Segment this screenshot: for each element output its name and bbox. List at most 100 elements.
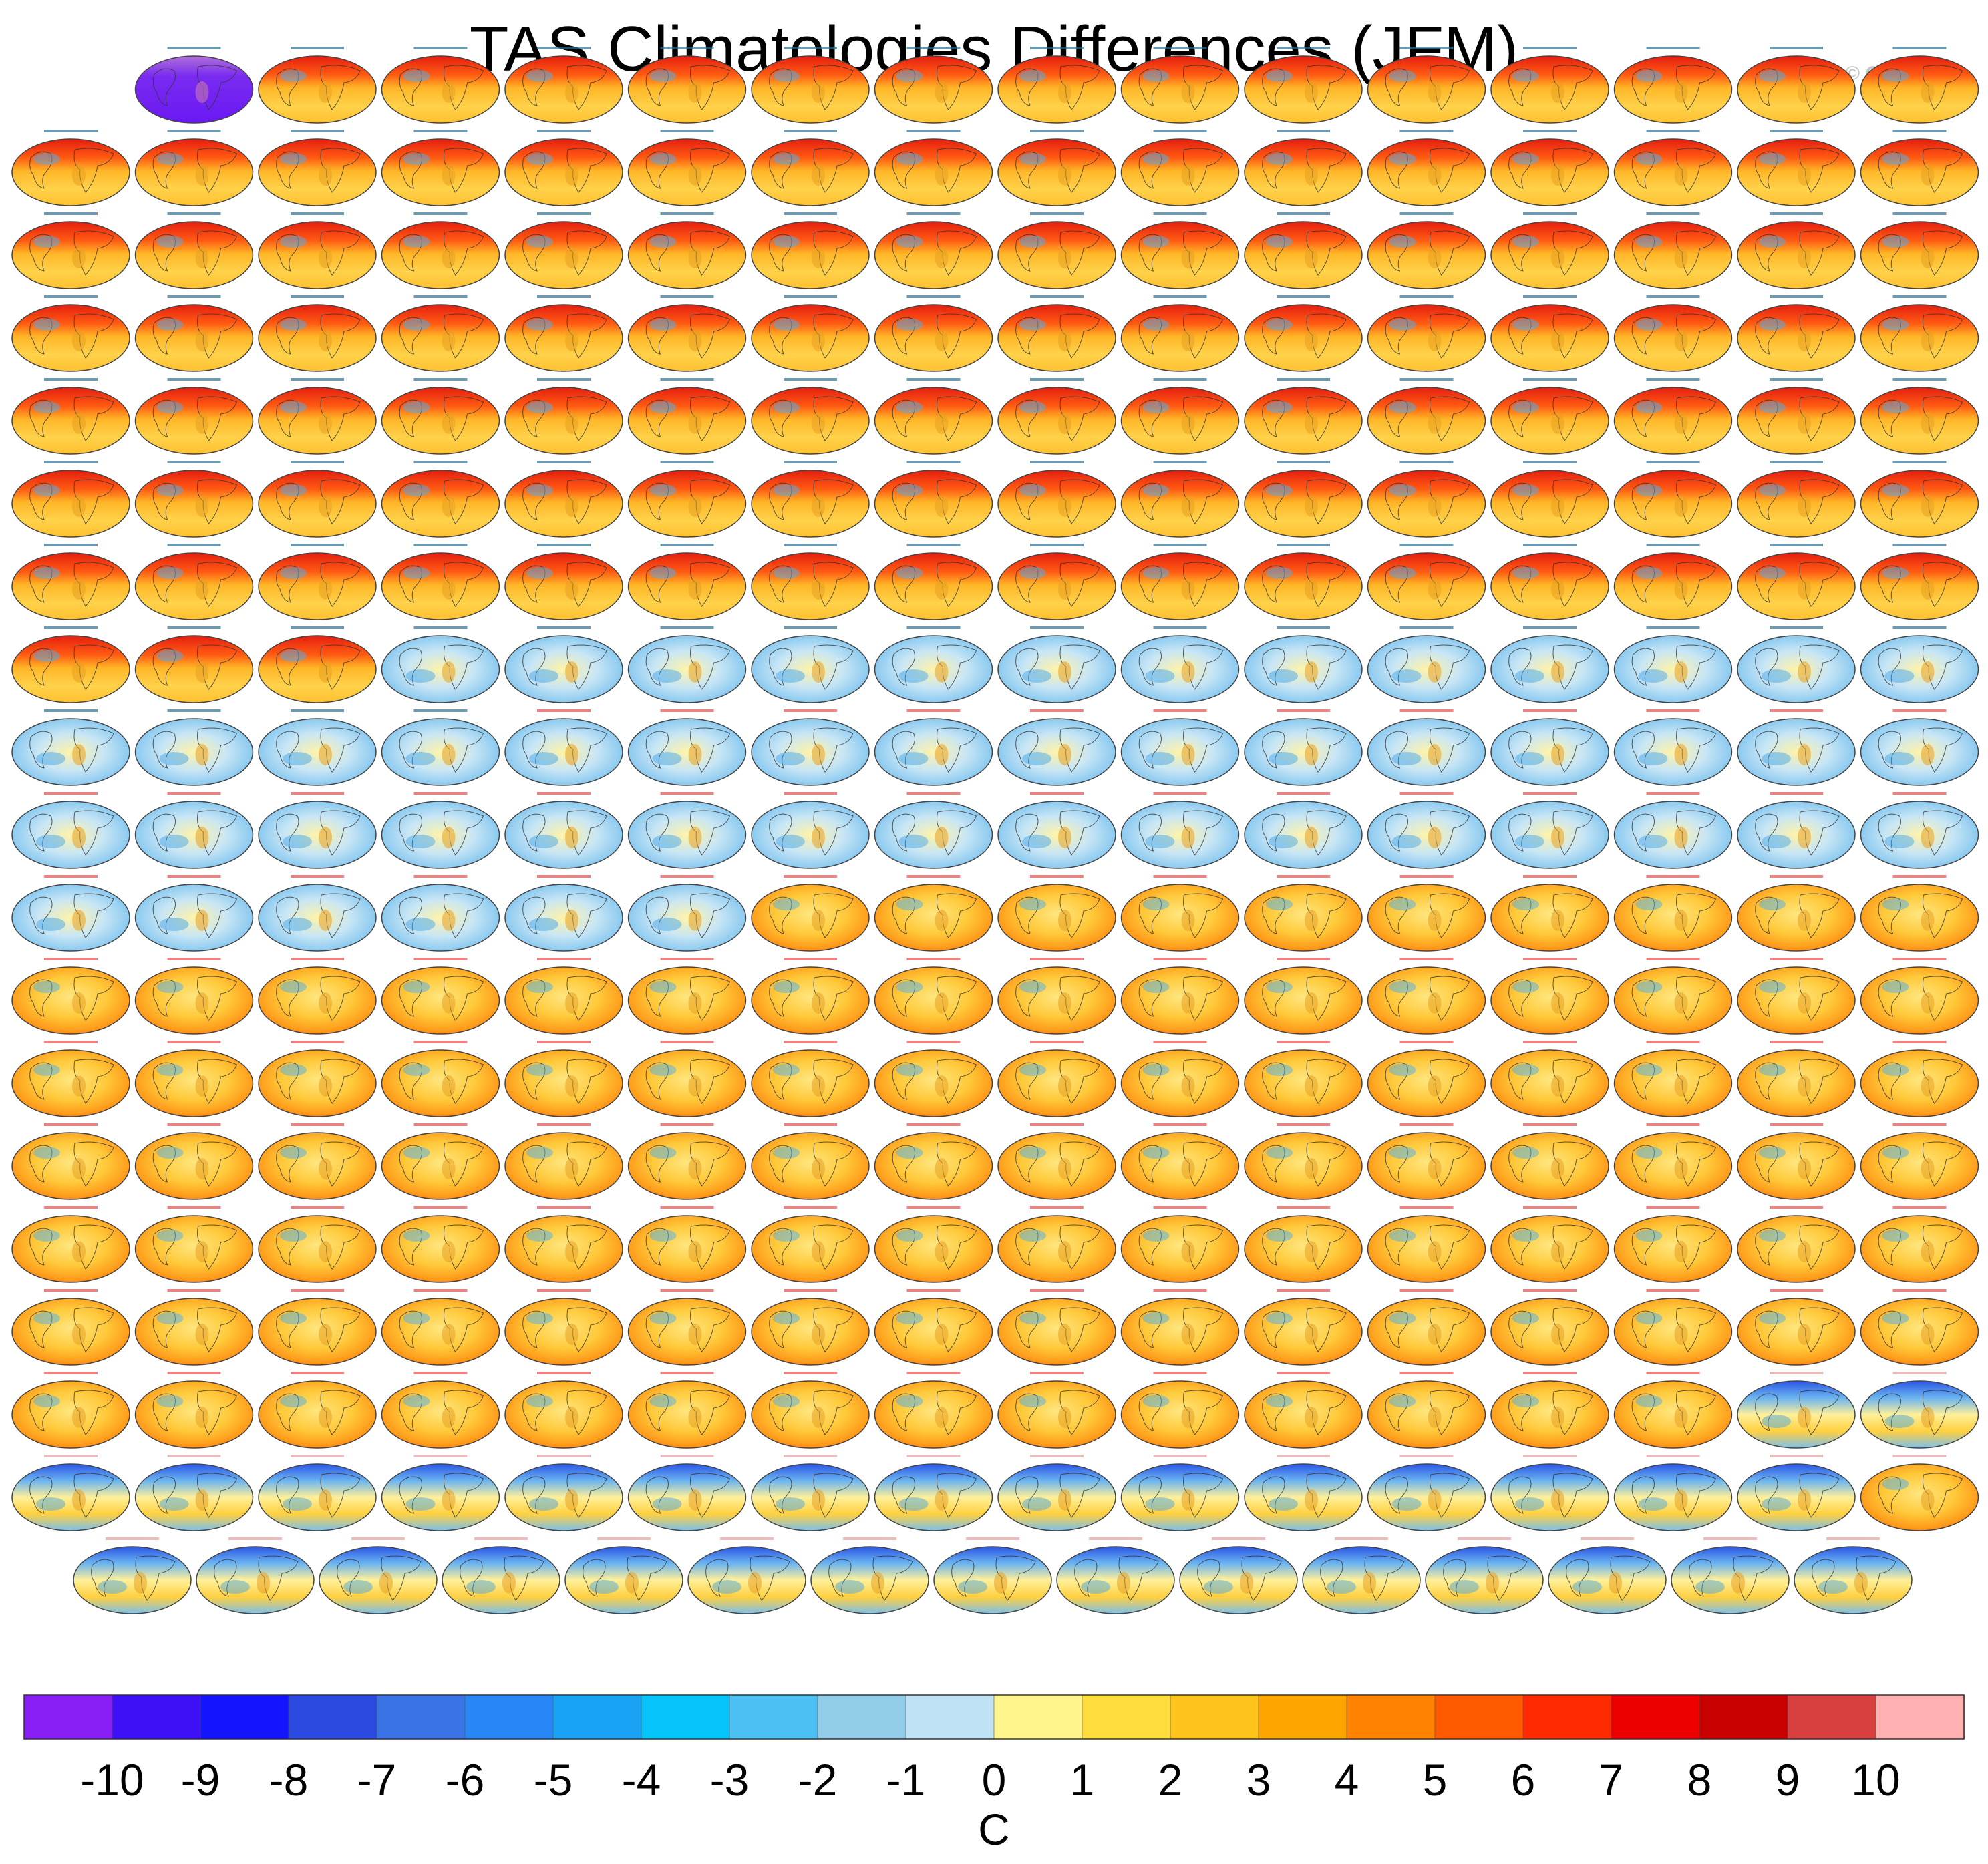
panel-title-mark — [1153, 1206, 1207, 1209]
map-panel — [997, 1289, 1116, 1366]
anomaly-patch — [442, 992, 456, 1014]
map-panel — [134, 461, 254, 538]
anomaly-patch — [156, 1230, 184, 1242]
continent-outline — [1385, 1476, 1408, 1514]
anomaly-patch — [195, 827, 209, 848]
continent-outline — [522, 731, 546, 769]
continent-outline — [645, 482, 669, 520]
colorbar-tick-label: 2 — [1158, 1755, 1183, 1805]
map-panel — [134, 295, 254, 372]
map-panel — [134, 709, 254, 786]
anomaly-patch — [565, 1075, 578, 1097]
anomaly-patch — [958, 1580, 987, 1594]
anomaly-patch — [812, 81, 825, 103]
map-panel — [997, 709, 1116, 786]
map-panel — [1244, 626, 1363, 703]
map-globe — [134, 1463, 254, 1531]
continent-outline — [1385, 1228, 1408, 1266]
map-panel — [751, 544, 870, 620]
map-globe — [627, 635, 747, 703]
anomaly-patch — [280, 1395, 307, 1407]
panel-title-mark — [413, 130, 468, 132]
anomaly-patch — [773, 319, 800, 331]
map-panel — [319, 1537, 438, 1614]
panel-title-mark — [1523, 1206, 1577, 1209]
continent-outline — [1878, 648, 1901, 686]
anomaly-patch — [812, 910, 825, 931]
anomaly-patch — [526, 981, 553, 993]
anomaly-patch — [403, 70, 430, 82]
anomaly-patch — [1635, 1395, 1663, 1407]
map-panel — [381, 461, 500, 538]
anomaly-patch — [1638, 752, 1668, 765]
map-panel — [874, 130, 993, 206]
map-panel — [751, 1455, 870, 1531]
map-panel — [1120, 1206, 1240, 1283]
continent-outline — [1508, 979, 1532, 1017]
anomaly-patch — [72, 247, 86, 268]
continent-outline — [29, 317, 53, 355]
continent-outline — [1878, 317, 1901, 355]
map-panel — [627, 1123, 747, 1200]
map-globe — [1737, 635, 1856, 703]
continent-outline — [1878, 68, 1901, 106]
anomaly-patch — [1854, 1572, 1868, 1594]
panel-title-mark — [1335, 1537, 1388, 1540]
map-panel — [1367, 378, 1486, 455]
anomaly-patch — [1389, 1147, 1416, 1159]
anomaly-patch — [1142, 319, 1170, 331]
anomaly-patch — [1674, 330, 1688, 351]
anomaly-patch — [688, 81, 702, 103]
anomaly-patch — [1638, 1497, 1668, 1511]
map-panel — [1120, 1372, 1240, 1449]
anomaly-patch — [776, 752, 805, 765]
anomaly-patch — [1512, 1395, 1539, 1407]
panel-title-mark — [1523, 544, 1577, 546]
continent-outline — [1385, 979, 1408, 1017]
map-globe — [504, 801, 623, 869]
anomaly-patch — [1081, 1580, 1110, 1594]
continent-outline — [892, 1062, 915, 1100]
anomaly-patch — [1428, 164, 1442, 186]
panel-title-mark — [906, 1123, 961, 1126]
panel-title-mark — [413, 792, 468, 795]
panel-title-mark — [720, 1537, 774, 1540]
anomaly-patch — [442, 1407, 456, 1428]
anomaly-patch — [1512, 70, 1539, 82]
panel-title-mark — [1399, 1455, 1454, 1457]
panel-title-mark — [1458, 1537, 1511, 1540]
map-panel — [1860, 709, 1979, 786]
anomaly-patch — [776, 1497, 805, 1511]
panel-title-mark — [1581, 1537, 1634, 1540]
anomaly-patch — [1019, 1395, 1046, 1407]
anomaly-patch — [935, 247, 949, 268]
continent-outline — [399, 1393, 422, 1431]
map-panel — [134, 212, 254, 289]
panel-title-mark — [167, 792, 221, 795]
continent-outline — [29, 979, 53, 1017]
anomaly-patch — [1921, 164, 1935, 186]
anomaly-patch — [1921, 413, 1935, 434]
continent-outline — [152, 1476, 176, 1514]
anomaly-patch — [195, 1075, 209, 1097]
map-globe — [134, 55, 254, 124]
colorbar-box — [552, 1694, 642, 1740]
continent-outline — [1385, 565, 1408, 603]
anomaly-patch — [1759, 567, 1786, 579]
anomaly-patch — [773, 236, 800, 248]
continent-outline — [769, 1228, 792, 1266]
anomaly-patch — [403, 319, 430, 331]
map-panel — [504, 130, 623, 206]
map-globe — [874, 801, 993, 869]
anomaly-patch — [1551, 247, 1564, 268]
anomaly-patch — [72, 1075, 86, 1097]
map-panel — [1367, 1123, 1486, 1200]
panel-title-mark — [1399, 130, 1454, 132]
anomaly-patch — [156, 650, 184, 662]
colorbar-tick-label: 1 — [1070, 1755, 1095, 1805]
panel-title-mark — [1646, 1206, 1700, 1209]
continent-outline — [1508, 648, 1532, 686]
map-panel — [1120, 212, 1240, 289]
anomaly-patch — [565, 247, 578, 268]
